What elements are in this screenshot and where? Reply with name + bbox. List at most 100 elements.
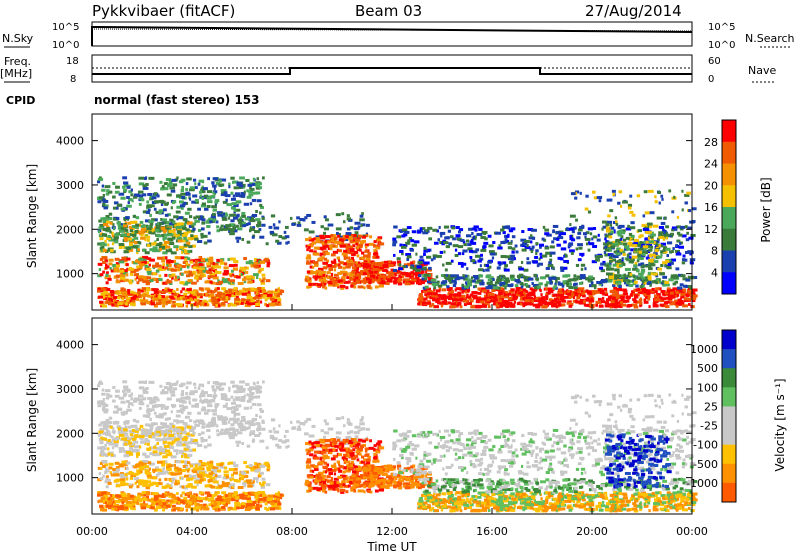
power-cell [490,299,496,303]
power-cell [420,280,425,284]
velocity-cell [214,406,217,410]
power-cell [113,201,119,205]
power-cell [439,250,444,254]
power-cell [477,291,482,295]
power-cell [599,289,605,293]
power-cell [201,221,206,225]
power-cell [471,231,474,235]
power-cell [484,237,488,241]
power-cell [223,296,229,300]
velocity-cell [105,419,110,423]
power-cell [124,221,128,225]
power-cell [681,294,685,298]
power-cell [454,288,457,292]
power-cell [200,232,204,236]
power-cell [109,230,112,234]
power-cell [235,193,241,197]
power-cell [388,260,392,264]
power-cell [152,288,159,292]
power-cell [450,259,454,263]
power-cell [98,219,102,223]
power-cell [221,292,225,296]
power-cell [433,286,437,290]
power-cell [140,302,147,306]
power-cell [122,302,127,306]
power-cell [619,248,624,252]
power-cell [482,269,485,273]
power-cell [148,220,154,224]
power-cell [538,282,543,286]
power-cell [482,304,488,308]
power-cell [649,245,654,249]
power-cell [608,235,613,239]
power-cell [147,244,151,248]
velocity-cell [123,439,127,443]
velocity-cell [171,382,177,386]
power-cell [682,304,688,308]
power-cell [627,271,632,275]
power-cell [99,196,104,200]
power-cell [236,181,239,185]
power-cell [629,194,633,198]
power-cell [618,295,622,299]
power-cell [122,176,128,180]
power-cell [170,206,173,210]
power-cell [600,269,606,273]
power-cell [207,231,211,235]
power-cell [457,230,461,234]
velocity-cell [215,475,222,479]
power-cell [229,257,234,261]
power-cell [580,267,584,271]
power-cell [402,265,406,269]
velocity-cell [161,437,165,441]
power-cell [677,299,684,303]
velocity-cell [235,397,241,401]
velocity-cell [127,425,132,429]
velocity-cell [246,393,249,397]
power-cell [188,273,194,277]
velocity-cell [100,453,104,457]
power-cell [510,303,516,307]
power-cell [223,270,229,274]
power-cell [641,223,646,227]
power-cell [238,289,245,293]
power-cell [194,276,199,280]
power-cell [454,248,458,252]
power-cell [97,242,101,246]
power-cell [177,222,184,226]
power-cell [498,292,503,296]
power-cell [355,263,361,267]
power-cell [155,223,162,227]
power-cell [532,293,535,297]
power-cell [307,271,314,275]
power-cell [234,192,241,196]
velocity-cell [104,389,111,393]
power-cell [621,303,627,307]
power-cell [585,289,589,293]
power-cell [161,185,165,189]
power-cell [171,304,174,308]
power-cell [519,291,523,295]
velocity-cell [122,380,128,384]
power-cell [142,248,146,252]
power-cell [463,299,469,303]
velocity-cell [187,434,191,438]
power-cell [350,234,357,238]
power-cell [418,271,423,275]
power-cell [615,304,622,308]
power-cell [535,277,540,281]
power-cell [573,291,579,295]
power-cell [681,234,687,238]
velocity-cell [249,391,255,395]
power-cell [193,298,199,302]
power-cell [398,263,402,267]
power-cell [357,285,364,289]
power-cell [316,283,323,287]
power-cell [351,282,357,286]
power-cell [368,261,371,265]
power-cell [149,248,155,252]
velocity-cell [161,389,165,393]
velocity-cell [175,443,179,447]
power-cell [681,208,684,212]
